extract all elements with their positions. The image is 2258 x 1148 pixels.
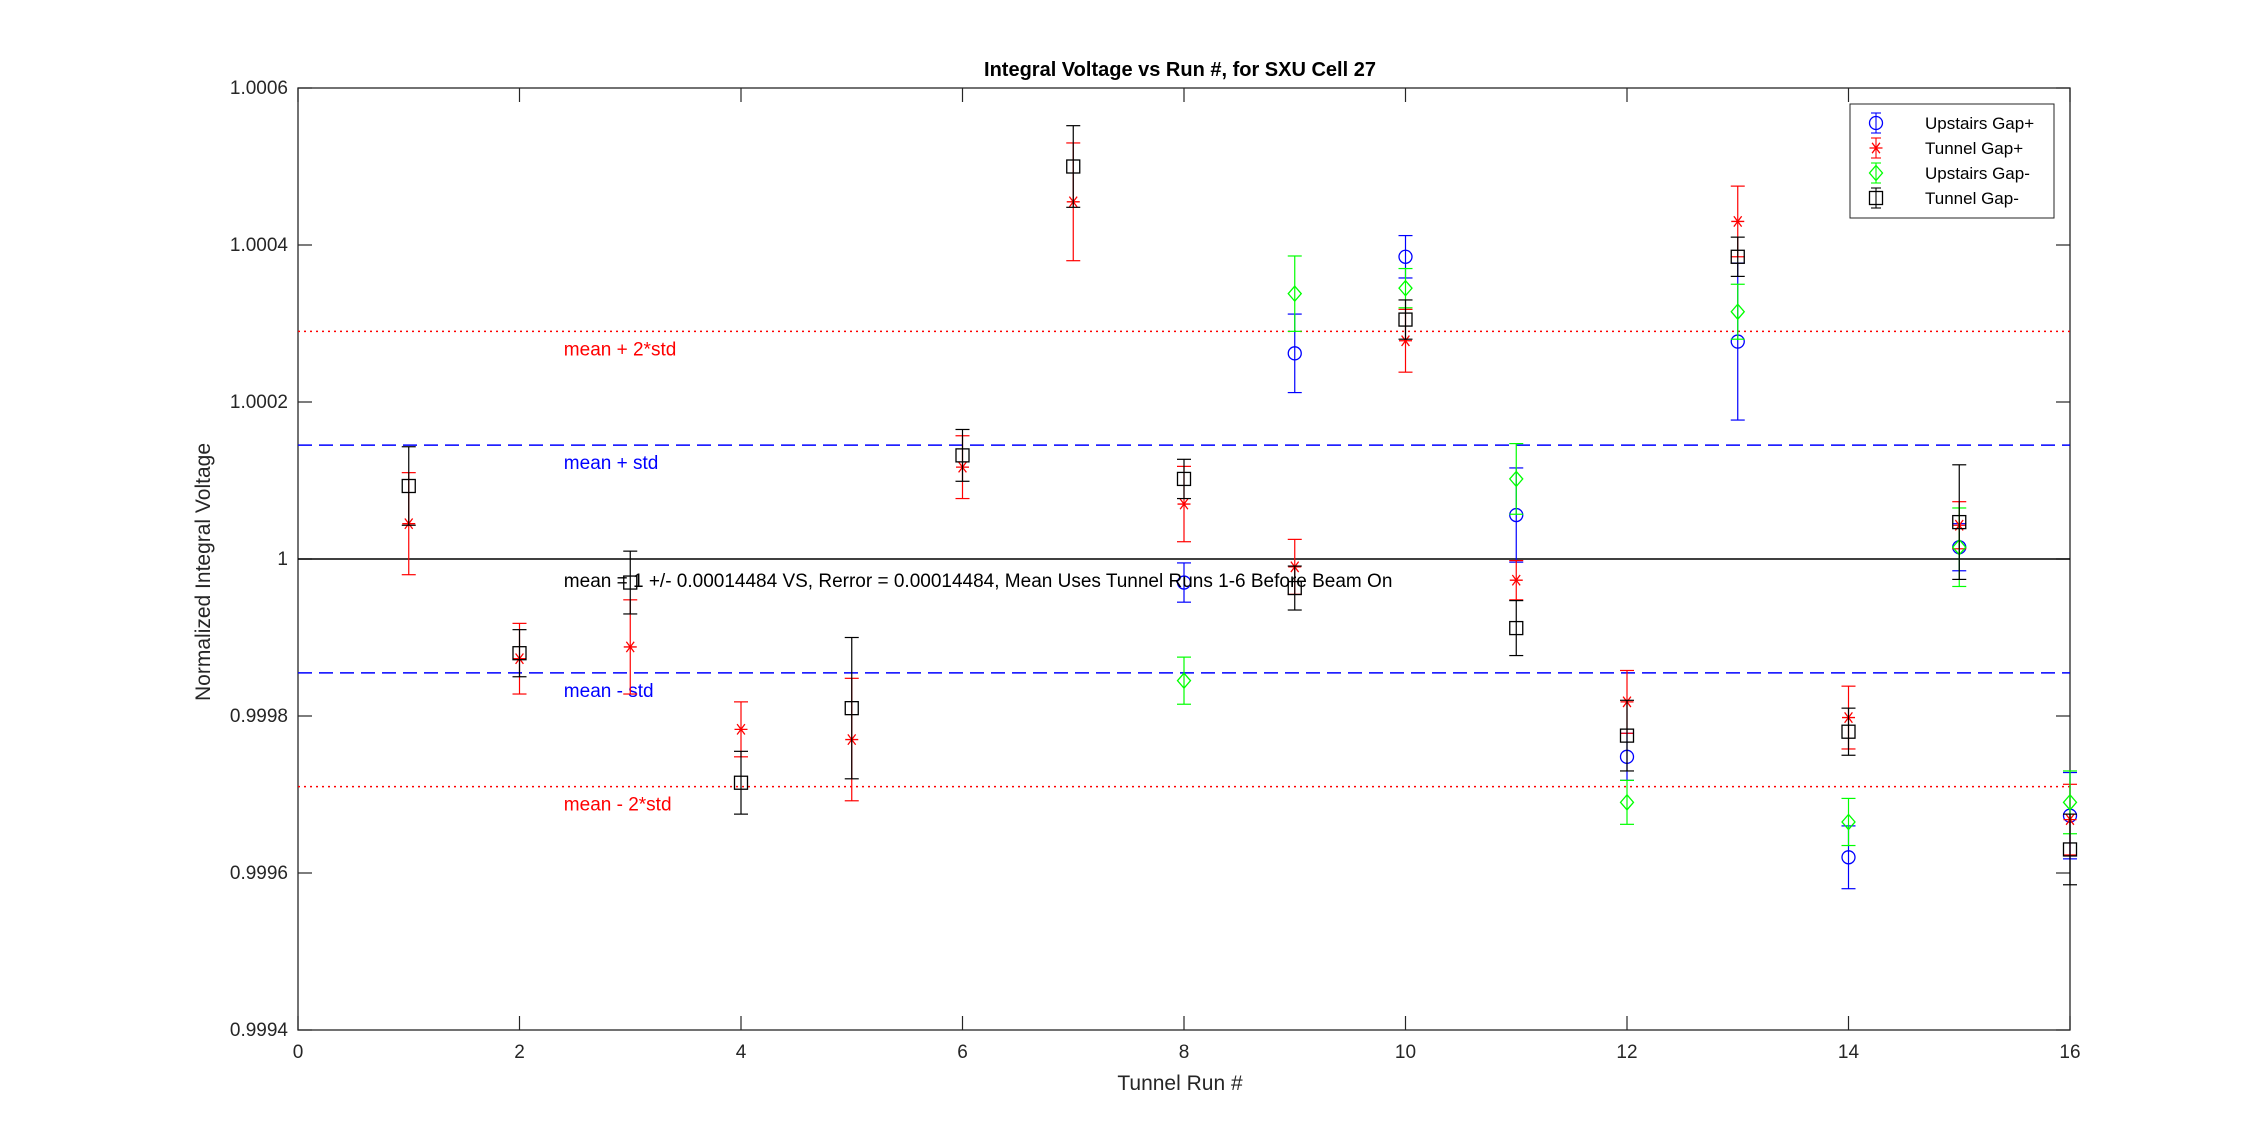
y-tick-label: 1.0006 [230, 78, 288, 99]
y-tick-label: 1.0002 [230, 392, 288, 413]
upstairs-gap-point [1730, 303, 1746, 321]
mean-annotation: mean = 1 +/- 0.00014484 VS, Rerror = 0.0… [564, 571, 1393, 592]
upstairs-gap-point [1287, 285, 1303, 303]
legend-marker-tunnel-gap [1868, 190, 1884, 206]
y-tick-label: 1 [277, 549, 288, 570]
tunnel-gap-point [512, 646, 527, 661]
upstairs-gap-point [1841, 850, 1856, 865]
legend-box [1849, 103, 2055, 219]
tunnel-gap-point [1509, 620, 1524, 636]
y-tick-label: 0.9996 [230, 863, 288, 884]
tunnel-gap-point [1398, 312, 1413, 327]
x-tick-label: 2 [514, 1042, 525, 1063]
tunnel-gap-point [1399, 335, 1412, 347]
x-tick-label: 4 [736, 1042, 747, 1063]
tunnel-gap-point [734, 723, 748, 735]
tunnel-gap-point [1952, 514, 1967, 530]
legend-label-tunnel-gap: Tunnel Gap- [1925, 189, 2019, 208]
chart-title: Integral Voltage vs Run #, for SXU Cell … [984, 59, 1376, 81]
y-axis-label: Normalized Integral Voltage [192, 443, 215, 701]
upstairs-gap-point [1176, 575, 1192, 590]
tunnel-gap-point [401, 478, 416, 494]
upstairs-gap-point [1841, 813, 1856, 831]
tunnel-gap-point [623, 575, 638, 590]
x-tick-label: 14 [1838, 1042, 1860, 1063]
y-tick-label: 1.0004 [230, 235, 289, 256]
tunnel-gap-point [1731, 215, 1745, 228]
plot-area: 0 2 4 6 8 10 12 14 16 0.9994 0.9996 0.9998 1 1.0002 1.… [230, 78, 2081, 1063]
tunnel-gap-point [2062, 842, 2078, 857]
tunnel-gap-point [1730, 249, 1745, 264]
upstairs-gap-point [1287, 346, 1302, 361]
tunnel-gap-point [1177, 498, 1191, 510]
upstairs-gap-point [1398, 249, 1413, 264]
reference-line-label: mean - std [564, 681, 654, 702]
tunnel-gap-point [844, 701, 859, 716]
tunnel-gap-point [1619, 728, 1635, 743]
legend-label-upstairs-gap: Upstairs Gap- [1925, 164, 2030, 183]
legend-label-tunnel-gap: Tunnel Gap+ [1925, 139, 2023, 158]
tunnel-gap-point [1509, 574, 1523, 586]
upstairs-gap-point [1398, 279, 1413, 297]
legend-label-upstairs-gap: Upstairs Gap+ [1925, 114, 2034, 133]
x-tick-label: 8 [1179, 1042, 1190, 1063]
y-tick-label: 0.9994 [230, 1020, 289, 1041]
reference-line-label: mean - 2*std [564, 795, 672, 816]
x-tick-label: 12 [1616, 1042, 1637, 1063]
tunnel-gap-point [1287, 580, 1302, 596]
upstairs-gap-point [1619, 793, 1635, 811]
x-tick-label: 0 [293, 1042, 304, 1063]
x-tick-label: 6 [957, 1042, 968, 1063]
tunnel-gap-point [733, 775, 749, 790]
reference-line-label: mean + std [564, 453, 659, 474]
tunnel-gap-point [1066, 159, 1081, 174]
legend-marker-tunnel-gap [1869, 142, 1883, 154]
reference-line-label: mean + 2*std [564, 339, 677, 360]
legend: Upstairs Gap+ Tunnel Gap+ Upstairs Gap- Tun… [1849, 103, 2055, 219]
tunnel-gap-point [955, 448, 970, 463]
tunnel-gap-point [623, 641, 637, 653]
y-tick-label: 0.9998 [230, 706, 288, 727]
x-axis-label: Tunnel Run # [1117, 1072, 1243, 1095]
upstairs-gap-point [1176, 672, 1192, 690]
legend-marker-upstairs-gap [1868, 164, 1884, 182]
upstairs-gap-point [1508, 470, 1524, 488]
x-tick-label: 10 [1395, 1042, 1416, 1063]
x-tick-label: 16 [2059, 1042, 2080, 1063]
tunnel-gap-point [1841, 724, 1856, 739]
tunnel-gap-point [1176, 471, 1192, 487]
legend-marker-upstairs-gap [1868, 115, 1884, 131]
upstairs-gap-point [2062, 793, 2078, 811]
